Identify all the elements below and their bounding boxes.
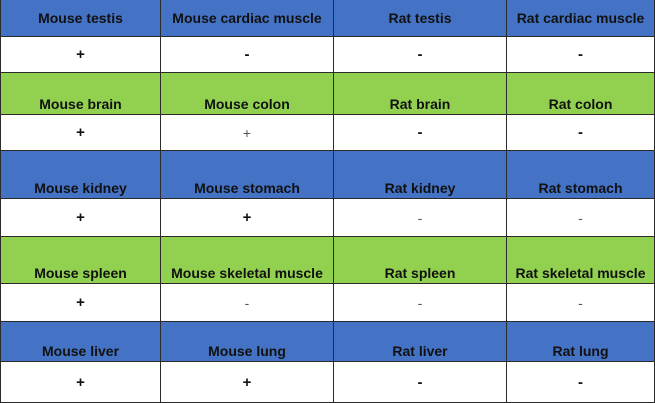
value-mark: + — [242, 124, 252, 141]
header-cell: Rat kidney — [334, 151, 507, 199]
value-cell: - — [334, 37, 507, 73]
header-cell: Rat colon — [507, 73, 655, 115]
value-cell: - — [507, 284, 655, 322]
value-mark: + — [242, 209, 252, 226]
value-cell: + — [161, 362, 334, 403]
header-cell: Rat cardiac muscle — [507, 0, 655, 37]
value-cell: - — [334, 284, 507, 322]
value-cell: - — [507, 115, 655, 151]
header-cell: Mouse skeletal muscle — [161, 237, 334, 284]
value-mark: - — [417, 294, 423, 311]
value-mark: - — [417, 46, 423, 63]
value-mark: + — [242, 373, 252, 391]
value-mark: + — [76, 124, 85, 141]
value-cell: - — [507, 37, 655, 73]
value-cell: + — [0, 284, 161, 322]
value-cell: + — [161, 115, 334, 151]
value-mark: - — [244, 46, 250, 63]
value-mark: + — [76, 46, 85, 63]
header-cell: Mouse brain — [0, 73, 161, 115]
value-cell: - — [334, 199, 507, 237]
header-cell: Mouse spleen — [0, 237, 161, 284]
header-cell: Rat liver — [334, 322, 507, 362]
value-cell: - — [161, 284, 334, 322]
value-mark: - — [244, 294, 250, 311]
value-cell: - — [334, 362, 507, 403]
value-cell: - — [334, 115, 507, 151]
value-mark: - — [417, 373, 423, 391]
header-cell: Mouse colon — [161, 73, 334, 115]
header-cell: Mouse kidney — [0, 151, 161, 199]
header-cell: Mouse stomach — [161, 151, 334, 199]
value-cell: + — [0, 37, 161, 73]
value-mark: - — [417, 124, 423, 141]
header-cell: Mouse testis — [0, 0, 161, 37]
value-mark: - — [417, 209, 423, 226]
header-cell: Mouse cardiac muscle — [161, 0, 334, 37]
value-mark: - — [578, 124, 583, 141]
value-mark: + — [76, 209, 85, 226]
value-mark: + — [76, 294, 85, 311]
header-cell: Mouse lung — [161, 322, 334, 362]
header-cell: Rat skeletal muscle — [507, 237, 655, 284]
value-mark: - — [578, 209, 583, 226]
value-cell: - — [507, 199, 655, 237]
value-mark: - — [578, 46, 583, 63]
header-cell: Rat stomach — [507, 151, 655, 199]
value-cell: - — [161, 37, 334, 73]
header-cell: Rat lung — [507, 322, 655, 362]
value-cell: - — [507, 362, 655, 403]
value-cell: + — [0, 115, 161, 151]
header-cell: Rat brain — [334, 73, 507, 115]
value-cell: + — [161, 199, 334, 237]
value-mark: - — [578, 294, 583, 311]
value-mark: + — [76, 373, 85, 391]
header-cell: Mouse liver — [0, 322, 161, 362]
header-cell: Rat spleen — [334, 237, 507, 284]
value-mark: - — [578, 373, 583, 391]
value-cell: + — [0, 199, 161, 237]
header-cell: Rat testis — [334, 0, 507, 37]
value-cell: + — [0, 362, 161, 403]
